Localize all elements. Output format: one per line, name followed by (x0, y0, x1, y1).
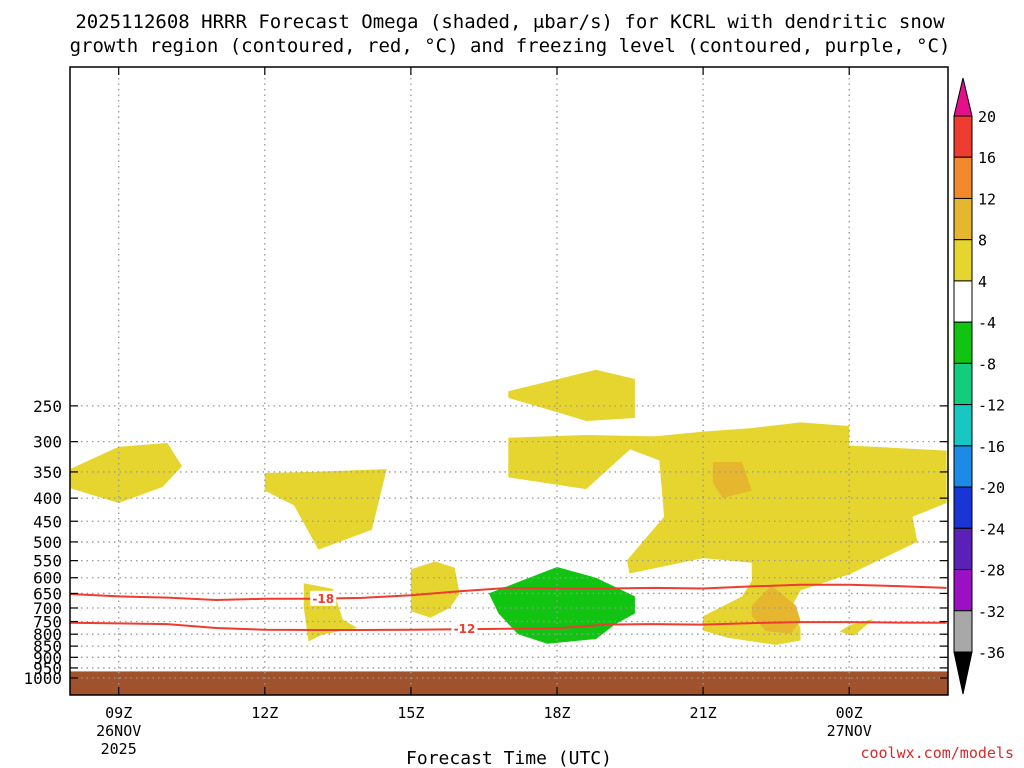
omega-region-4 (712, 462, 752, 499)
colorbar-swatch (953, 156, 973, 199)
colorbar-swatch (953, 280, 973, 323)
colorbar-label: -8 (978, 355, 996, 373)
colorbar-swatch (953, 239, 973, 282)
x-tick-date-label: 2025 (101, 740, 137, 758)
y-tick-label: 450 (33, 512, 62, 531)
x-tick-label: 09Z (105, 704, 132, 722)
colorbar-swatch (953, 486, 973, 529)
x-tick-label: 12Z (251, 704, 278, 722)
credit-text: coolwx.com/models (860, 744, 1014, 762)
plot-frame (69, 66, 949, 696)
y-tick-label: 250 (33, 397, 62, 416)
x-tick-label: 15Z (397, 704, 424, 722)
colorbar-label: 8 (978, 232, 987, 250)
y-tick-label: 950 (33, 659, 62, 678)
colorbar-swatch (953, 404, 973, 447)
colorbar-swatch (953, 610, 973, 653)
y-tick-label: 750 (33, 613, 62, 632)
x-tick-label: 00Z (836, 704, 863, 722)
colorbar-label: -4 (978, 314, 996, 332)
y-tick-label: 700 (33, 599, 62, 618)
colorbar-swatch (953, 569, 973, 612)
colorbar-label: 12 (978, 190, 996, 208)
y-tick-label: 800 (33, 625, 62, 644)
colorbar-label: -24 (978, 520, 1005, 538)
y-tick-label: 650 (33, 584, 62, 603)
colorbar-label: -36 (978, 644, 1005, 662)
contour-line (69, 621, 947, 631)
colorbar-label: -16 (978, 438, 1005, 456)
contour-label-background (451, 621, 478, 637)
pressure-axis: 2503003504004505005506006507007508008509… (23, 397, 948, 688)
colorbar-swatch (953, 527, 973, 571)
omega-region-3 (508, 422, 947, 645)
chart-title-line-2: growth region (contoured, red, °C) and f… (70, 35, 951, 57)
colorbar-swatch (953, 445, 973, 488)
y-tick-label: 400 (33, 489, 62, 508)
colorbar-swatch (953, 321, 973, 364)
omega-region-11 (756, 654, 923, 670)
colorbar-top-arrow (953, 77, 973, 117)
x-axis-title: Forecast Time (UTC) (406, 748, 612, 768)
contour-line (69, 583, 947, 602)
y-tick-label: 900 (33, 648, 62, 667)
omega-region-2 (508, 369, 635, 421)
y-tick-label: 350 (33, 463, 62, 482)
colorbar-label: -28 (978, 562, 1005, 580)
colorbar-label: -32 (978, 603, 1005, 621)
colorbar-swatch (953, 115, 973, 158)
y-tick-label: 500 (33, 533, 62, 552)
contour-label-background (310, 590, 337, 606)
chart-title-line-1: 2025112608 HRRR Forecast Omega (shaded, … (75, 11, 945, 33)
snow-growth-contours: -18 -12 (69, 583, 947, 637)
x-tick-label: 21Z (690, 704, 717, 722)
ground-surface (70, 671, 948, 695)
omega-region-9 (167, 595, 265, 666)
omega-colorbar: 20 16 12 8 4 -4 -8 -12 -16 -20 -24 -28 -32 -36 (953, 77, 1005, 695)
colorbar-swatch (953, 362, 973, 406)
omega-shaded-regions (70, 369, 947, 670)
y-tick-label: 600 (33, 569, 62, 588)
x-tick-date-label: 26NOV (96, 722, 141, 740)
colorbar-bottom-arrow (953, 651, 973, 695)
colorbar-label: 16 (978, 149, 996, 167)
y-tick-label: 1000 (23, 669, 62, 688)
contour-label: -18 (312, 592, 334, 606)
colorbar-label: 20 (978, 108, 996, 126)
colorbar-swatch (953, 197, 973, 241)
omega-region-0 (70, 443, 182, 503)
omega-region-1 (264, 469, 387, 550)
x-tick-date-label: 27NOV (827, 722, 872, 740)
colorbar-label: 4 (978, 273, 987, 291)
x-tick-label: 18Z (543, 704, 570, 722)
y-tick-label: 850 (33, 637, 62, 656)
omega-region-7 (410, 561, 460, 618)
ground-fill (70, 671, 948, 695)
y-tick-label: 300 (33, 433, 62, 452)
colorbar-label: -20 (978, 479, 1005, 497)
colorbar-label: -12 (978, 397, 1005, 415)
contour-label: -12 (454, 622, 476, 636)
y-tick-label: 550 (33, 552, 62, 571)
